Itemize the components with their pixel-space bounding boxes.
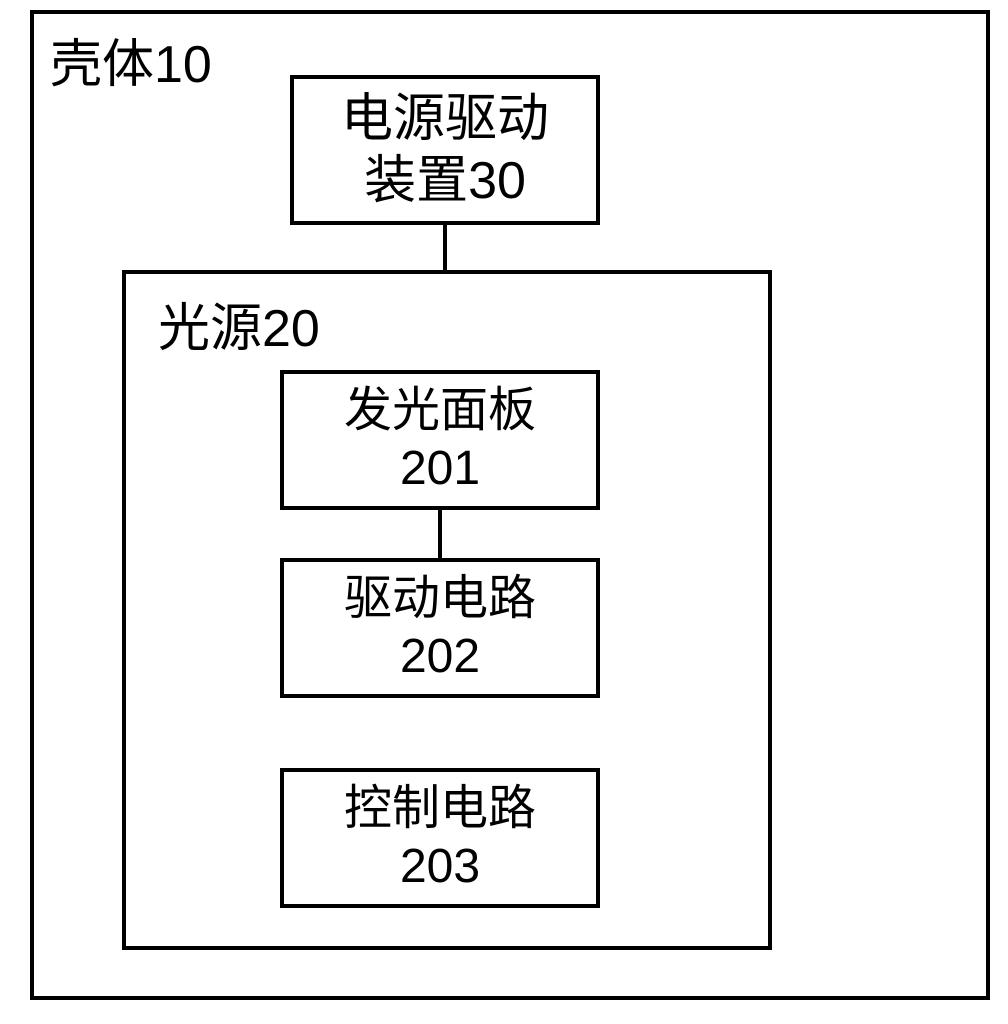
drive-circuit-text: 驱动电路 202 [344,570,536,685]
power-driver-line1: 电源驱动 [341,90,549,148]
drive-circuit-line1: 驱动电路 [344,572,536,625]
drive-circuit-line2: 202 [400,630,480,683]
control-circuit-line1: 控制电路 [344,782,536,835]
connector-power-to-source [443,225,447,270]
light-panel-line2: 201 [400,442,480,495]
connector-panel-to-drive [438,510,442,558]
light-panel-text: 发光面板 201 [344,382,536,497]
light-source-label: 光源20 [158,286,320,361]
power-driver-line2: 装置30 [364,152,526,210]
housing-label: 壳体10 [50,22,212,97]
light-panel-line1: 发光面板 [344,384,536,437]
control-circuit-text: 控制电路 203 [344,780,536,895]
control-circuit-line2: 203 [400,840,480,893]
power-driver-text: 电源驱动 装置30 [341,88,549,213]
light-panel-box: 发光面板 201 [280,370,600,510]
power-driver-box: 电源驱动 装置30 [290,75,600,225]
control-circuit-box: 控制电路 203 [280,768,600,908]
drive-circuit-box: 驱动电路 202 [280,558,600,698]
